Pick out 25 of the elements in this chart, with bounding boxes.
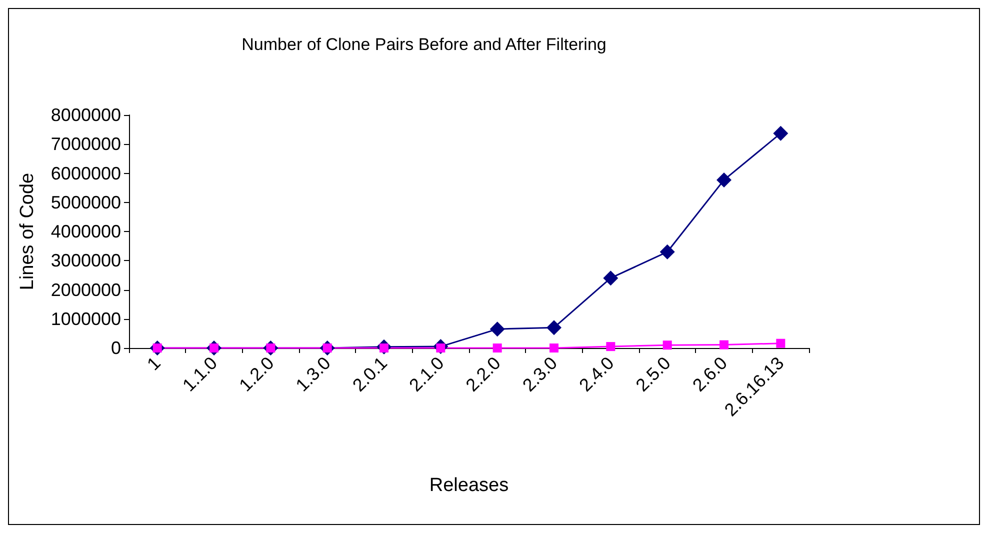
y-axis-title: Lines of Code — [17, 172, 38, 290]
y-tick-label: 0 — [110, 338, 121, 358]
point — [662, 340, 672, 350]
x-tick-label: 1 — [143, 352, 164, 374]
y-tick-label: 7000000 — [50, 134, 121, 154]
point — [546, 320, 562, 336]
x-axis-title: Releases — [429, 475, 509, 496]
point — [606, 342, 616, 352]
y-tick-label: 3000000 — [50, 250, 121, 271]
point — [490, 322, 505, 337]
point — [603, 270, 618, 286]
y-tick-label: 8000000 — [50, 105, 121, 125]
point — [773, 126, 788, 141]
point — [716, 172, 732, 188]
y-tick-label: 6000000 — [50, 163, 121, 184]
point — [660, 244, 675, 260]
y-tick-label: 1000000 — [50, 308, 121, 329]
point — [720, 340, 728, 350]
point — [776, 338, 786, 348]
point — [492, 344, 502, 352]
y-tick-label: 2000000 — [50, 280, 121, 300]
y-tick-label: 4000000 — [50, 222, 121, 242]
chart-title: Number of Clone Pairs Before and After Filtering — [242, 35, 606, 54]
point — [550, 344, 558, 352]
y-tick-label: 5000000 — [50, 192, 121, 212]
